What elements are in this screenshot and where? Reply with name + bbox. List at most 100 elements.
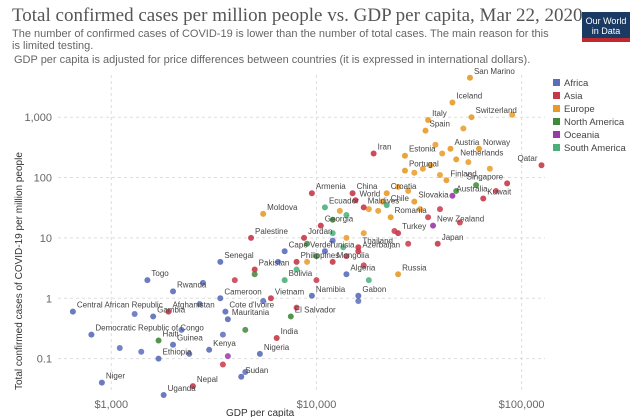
data-point[interactable] (411, 198, 418, 205)
data-point[interactable] (155, 337, 162, 344)
data-point[interactable] (317, 222, 324, 229)
data-point[interactable] (260, 210, 267, 217)
data-point[interactable] (248, 234, 255, 241)
data-point[interactable] (217, 295, 224, 302)
owid-logo[interactable]: Our World in Data (582, 12, 630, 42)
data-point[interactable] (405, 240, 412, 247)
data-point[interactable] (375, 207, 382, 214)
data-point[interactable] (222, 308, 229, 315)
data-point[interactable] (370, 150, 377, 157)
data-point[interactable] (217, 258, 224, 265)
data-point[interactable] (308, 190, 315, 197)
data-point[interactable] (449, 99, 456, 106)
data-point[interactable] (160, 391, 167, 398)
legend-item[interactable]: Africa (564, 78, 589, 89)
data-point[interactable] (387, 214, 394, 221)
data-point[interactable] (336, 207, 343, 214)
data-point[interactable] (430, 222, 437, 229)
data-point[interactable] (401, 167, 408, 174)
data-point[interactable] (256, 350, 263, 357)
data-point[interactable] (425, 116, 432, 123)
data-point[interactable] (131, 310, 138, 317)
legend-item[interactable]: Europe (564, 104, 595, 115)
data-point[interactable] (98, 379, 105, 386)
data-point[interactable] (411, 169, 418, 176)
data-point[interactable] (219, 331, 226, 338)
data-point[interactable] (466, 74, 473, 81)
data-point[interactable] (449, 192, 456, 199)
data-point[interactable] (476, 145, 483, 152)
data-point[interactable] (355, 292, 362, 299)
data-point[interactable] (456, 219, 463, 226)
data-point[interactable] (427, 162, 434, 169)
data-point[interactable] (329, 258, 336, 265)
data-point[interactable] (200, 279, 207, 286)
legend-item[interactable]: North America (564, 117, 625, 128)
data-point[interactable] (340, 244, 347, 251)
data-point[interactable] (360, 230, 367, 237)
data-point[interactable] (395, 183, 402, 190)
data-point[interactable] (165, 308, 172, 315)
data-point[interactable] (436, 172, 443, 179)
data-point[interactable] (383, 202, 390, 209)
data-point[interactable] (275, 258, 282, 265)
data-point[interactable] (419, 165, 426, 172)
data-point[interactable] (144, 277, 151, 284)
data-point[interactable] (231, 277, 238, 284)
data-point[interactable] (453, 156, 460, 163)
data-point[interactable] (343, 271, 350, 278)
data-point[interactable] (349, 190, 356, 197)
data-point[interactable] (273, 334, 280, 341)
data-point[interactable] (395, 230, 402, 237)
data-point[interactable] (308, 292, 315, 299)
legend-item[interactable]: Oceania (564, 130, 600, 141)
data-point[interactable] (88, 331, 95, 338)
data-point[interactable] (443, 177, 450, 184)
data-point[interactable] (405, 187, 412, 194)
data-point[interactable] (447, 145, 454, 152)
data-point[interactable] (238, 373, 245, 380)
data-point[interactable] (206, 346, 213, 353)
data-point[interactable] (329, 230, 336, 237)
data-point[interactable] (301, 234, 308, 241)
data-point[interactable] (329, 216, 336, 223)
data-point[interactable] (196, 301, 203, 308)
data-point[interactable] (417, 206, 424, 213)
data-point[interactable] (69, 308, 76, 315)
data-point[interactable] (313, 277, 320, 284)
data-point[interactable] (343, 253, 350, 260)
legend-item[interactable]: South America (564, 143, 626, 154)
data-point[interactable] (251, 271, 258, 278)
data-point[interactable] (465, 159, 472, 166)
data-point[interactable] (453, 187, 460, 194)
legend-item[interactable]: Asia (564, 91, 583, 102)
data-point[interactable] (352, 197, 359, 204)
data-point[interactable] (287, 313, 294, 320)
data-point[interactable] (321, 204, 328, 211)
data-point[interactable] (504, 180, 511, 187)
data-point[interactable] (360, 262, 367, 269)
data-point[interactable] (365, 206, 372, 213)
data-point[interactable] (439, 150, 446, 157)
data-point[interactable] (343, 234, 350, 241)
data-point[interactable] (251, 266, 258, 273)
data-point[interactable] (189, 383, 196, 390)
data-point[interactable] (281, 248, 288, 255)
data-point[interactable] (355, 248, 362, 255)
data-point[interactable] (267, 295, 274, 302)
data-point[interactable] (293, 304, 300, 311)
data-point[interactable] (355, 298, 362, 305)
data-point[interactable] (260, 298, 267, 305)
data-point[interactable] (170, 341, 177, 348)
data-point[interactable] (224, 316, 231, 323)
data-point[interactable] (304, 258, 311, 265)
data-point[interactable] (178, 326, 185, 333)
data-point[interactable] (486, 165, 493, 172)
data-point[interactable] (395, 271, 402, 278)
data-point[interactable] (150, 313, 157, 320)
data-point[interactable] (313, 253, 320, 260)
data-point[interactable] (473, 182, 480, 189)
data-point[interactable] (116, 345, 123, 352)
data-point[interactable] (343, 211, 350, 218)
data-point[interactable] (436, 206, 443, 213)
